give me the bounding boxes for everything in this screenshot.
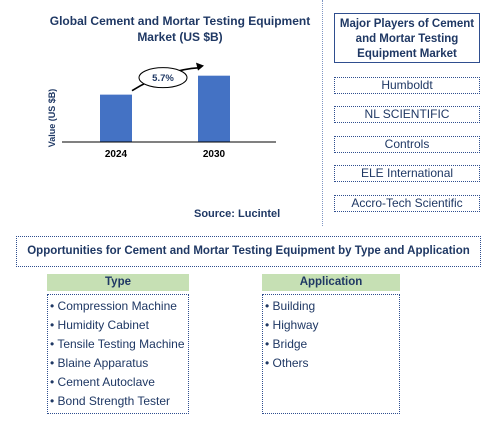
bar-2030 — [198, 75, 230, 142]
growth-arrow-head — [196, 62, 204, 71]
type-item: • Bond Strength Tester — [50, 394, 171, 408]
application-item: • Others — [265, 356, 309, 370]
type-list-box — [47, 294, 189, 414]
player-ele-international: ELE International — [334, 165, 480, 182]
source-label: Source: Lucintel — [194, 208, 281, 220]
x-tick-label-2030: 2030 — [203, 149, 226, 160]
y-axis-label: Value (US $B) — [47, 89, 57, 148]
type-item: • Cement Autoclave — [50, 375, 155, 389]
player-humboldt: Humboldt — [334, 77, 480, 94]
opportunities-title: Opportunities for Cement and Mortar Test… — [16, 236, 481, 267]
application-list-box — [262, 294, 400, 414]
application-item: • Building — [265, 299, 316, 313]
application-item: • Bridge — [265, 337, 308, 351]
type-item: • Blaine Apparatus — [50, 356, 149, 370]
type-header: Type — [47, 274, 189, 291]
type-item: • Compression Machine — [50, 299, 177, 313]
players-title: Major Players of Cement and Mortar Testi… — [334, 13, 480, 63]
players-panel — [322, 0, 489, 226]
type-item: • Tensile Testing Machine — [50, 337, 185, 351]
player-nl-scientific: NL SCIENTIFIC — [334, 106, 480, 123]
market-bar-chart: Value (US $B) 2024 2030 5.7% — [47, 62, 276, 160]
chart-title: Global Cement and Mortar Testing Equipme… — [49, 14, 311, 44]
application-item: • Highway — [265, 318, 319, 332]
player-accro-tech-scientific: Accro-Tech Scientific — [334, 195, 480, 212]
type-item: • Humidity Cabinet — [50, 318, 149, 332]
bar-2024 — [100, 94, 132, 142]
cagr-ellipse — [138, 67, 188, 89]
application-header: Application — [262, 274, 400, 291]
cagr-label: 5.7% — [152, 73, 174, 84]
x-tick-label-2024: 2024 — [105, 149, 128, 160]
player-controls: Controls — [334, 136, 480, 153]
